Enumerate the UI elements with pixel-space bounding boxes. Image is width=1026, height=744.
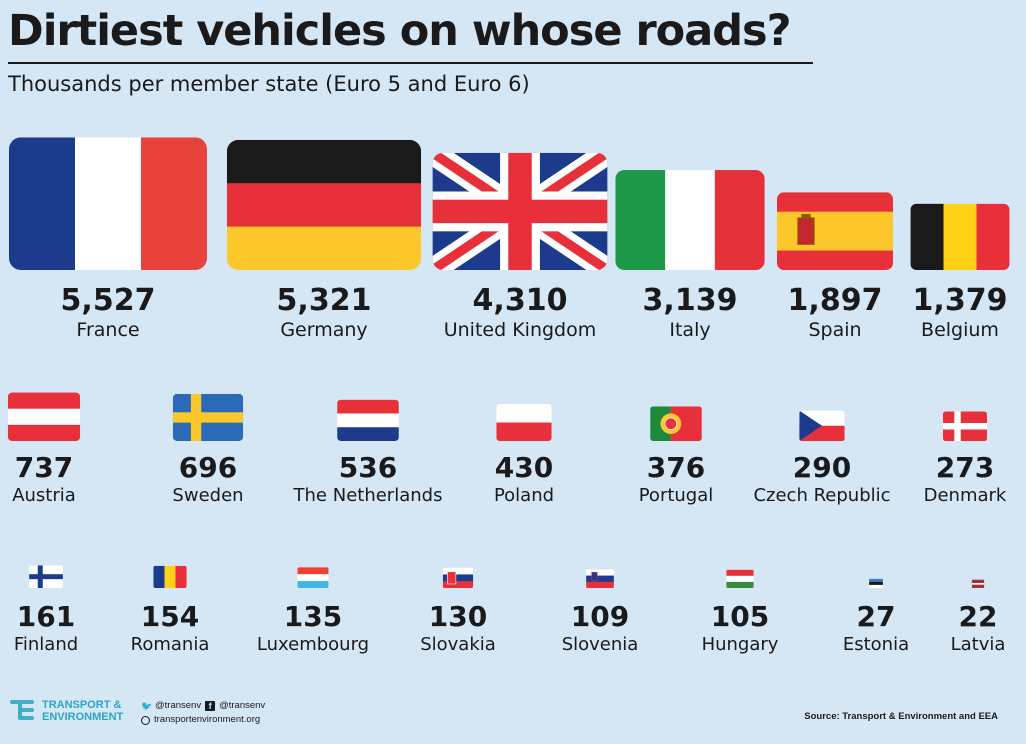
logo-text-line2: ENVIRONMENT	[42, 711, 124, 723]
flag-germany-flag	[226, 139, 422, 270]
country-label: Latvia	[951, 634, 1006, 655]
value-label: 154	[141, 600, 199, 633]
facebook-handle[interactable]: @transenv	[219, 700, 266, 711]
social-links: 🐦 @transenv f @transenv transportenviron…	[141, 699, 265, 727]
twitter-handle[interactable]: @transenv	[155, 700, 202, 711]
country-label: United Kingdom	[444, 319, 597, 341]
country-label: Austria	[12, 485, 76, 506]
country-label: Denmark	[924, 485, 1007, 506]
facebook-icon: f	[205, 701, 216, 711]
flag-italy-flag	[615, 170, 765, 270]
value-label: 5,527	[61, 283, 156, 318]
country-label: Czech Republic	[753, 485, 890, 506]
value-label: 1,379	[913, 283, 1008, 318]
flag-czech-flag	[799, 410, 845, 441]
globe-icon	[141, 715, 150, 725]
value-label: 3,139	[643, 283, 738, 318]
value-label: 4,310	[473, 283, 568, 318]
flag-estonia-flag	[869, 578, 883, 588]
value-label: 290	[793, 451, 851, 484]
value-label: 1,897	[788, 283, 883, 318]
country-label: Belgium	[921, 319, 999, 341]
country-label: Germany	[280, 319, 367, 341]
value-label: 109	[571, 600, 629, 633]
value-label: 130	[429, 600, 487, 633]
country-label: Italy	[669, 319, 710, 341]
country-label: Sweden	[172, 485, 243, 506]
country-label: Estonia	[843, 634, 909, 655]
flag-luxembourg-flag	[297, 567, 329, 589]
value-label: 22	[959, 600, 998, 633]
flag-hungary-flag	[726, 569, 754, 588]
flag-denmark-flag	[942, 411, 988, 441]
country-label: Slovakia	[420, 634, 496, 655]
value-label: 536	[339, 451, 397, 484]
source-note: Source: Transport & Environment and EEA	[804, 711, 998, 722]
flag-romania-flag	[153, 565, 187, 588]
flag-finland-flag	[29, 565, 63, 588]
value-label: 376	[647, 451, 705, 484]
chart-title: Dirtiest vehicles on whose roads?	[8, 6, 792, 56]
twitter-icon: 🐦	[141, 701, 153, 711]
te-logo: TRANSPORT & ENVIRONMENT	[10, 698, 132, 724]
te-logo-icon	[10, 698, 36, 724]
flag-uk-flag	[432, 152, 608, 270]
value-label: 273	[936, 451, 994, 484]
country-label: Romania	[131, 634, 210, 655]
country-label: Luxembourg	[257, 634, 369, 655]
value-label: 430	[495, 451, 553, 484]
flag-sweden-flag	[172, 393, 244, 441]
country-label: Finland	[14, 634, 78, 655]
value-label: 161	[17, 600, 75, 633]
flag-slovenia-flag	[586, 569, 614, 588]
chart-subtitle: Thousands per member state (Euro 5 and E…	[8, 72, 530, 96]
value-label: 737	[15, 451, 73, 484]
country-label: Portugal	[639, 485, 714, 506]
flag-netherlands-flag	[337, 399, 399, 442]
country-label: The Netherlands	[293, 485, 443, 506]
logo-text-line1: TRANSPORT &	[42, 699, 122, 711]
value-label: 135	[284, 600, 342, 633]
title-underline	[8, 62, 813, 64]
flag-poland-flag	[496, 403, 552, 441]
flag-latvia-flag	[971, 579, 985, 588]
flag-belgium-flag	[910, 203, 1010, 270]
value-label: 5,321	[277, 283, 372, 318]
value-label: 27	[857, 600, 896, 633]
flag-austria-flag	[7, 392, 81, 441]
flag-spain-flag	[777, 192, 893, 270]
country-label: Poland	[494, 485, 554, 506]
flag-portugal-flag	[650, 406, 702, 441]
country-label: Spain	[808, 319, 861, 341]
flag-france-flag	[9, 137, 207, 270]
value-label: 105	[711, 600, 769, 633]
country-label: Hungary	[702, 634, 779, 655]
country-label: France	[76, 319, 139, 341]
value-label: 696	[179, 451, 237, 484]
country-label: Slovenia	[562, 634, 639, 655]
flag-slovakia-flag	[442, 567, 474, 588]
website-link[interactable]: transportenvironment.org	[154, 714, 261, 725]
